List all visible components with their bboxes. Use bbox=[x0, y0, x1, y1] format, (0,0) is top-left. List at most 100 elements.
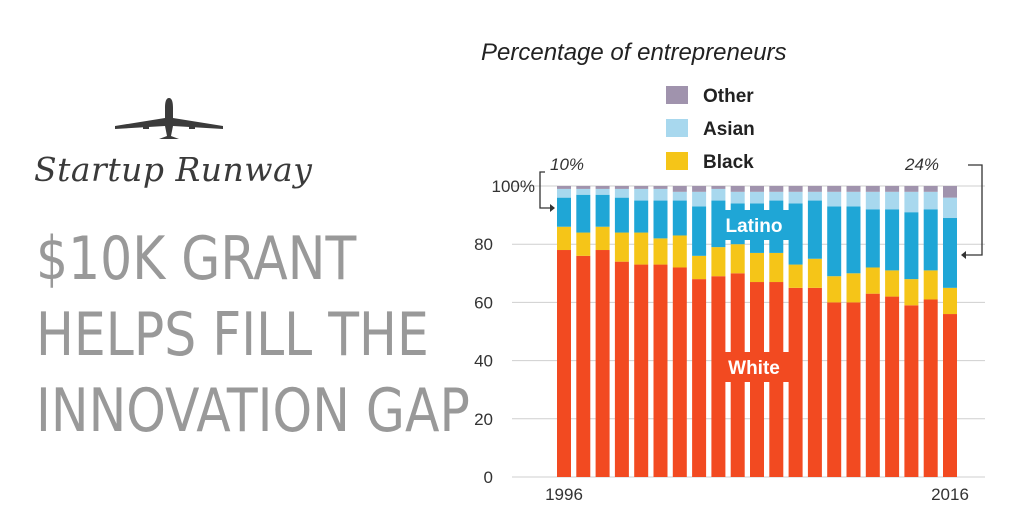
bar-segment-asian bbox=[634, 188, 649, 201]
bar-segment-white bbox=[827, 302, 842, 477]
bar-segment-asian bbox=[865, 191, 880, 210]
bar-segment-white bbox=[904, 305, 919, 477]
y-tick-label: 100% bbox=[492, 177, 535, 196]
chart-title: Percentage of entrepreneurs bbox=[481, 39, 787, 66]
annotation-end-bracket bbox=[966, 164, 983, 256]
bar-segment-asian bbox=[904, 191, 919, 213]
bar-segment-white bbox=[788, 287, 803, 477]
bar-segment-other bbox=[730, 186, 745, 192]
legend-swatch-other bbox=[666, 86, 688, 104]
bar-segment-black bbox=[634, 232, 649, 265]
bar-segment-other bbox=[769, 186, 784, 192]
y-tick-label: 20 bbox=[474, 410, 493, 429]
bar-segment-other bbox=[595, 186, 610, 189]
bar-segment-black bbox=[769, 252, 784, 283]
bar-segment-black bbox=[672, 235, 687, 268]
annotation-start-arrow bbox=[550, 204, 555, 212]
y-tick-label: 80 bbox=[474, 235, 493, 254]
bar-segment-other bbox=[692, 186, 707, 192]
bar-segment-white bbox=[692, 279, 707, 477]
bar-segment-asian bbox=[730, 191, 745, 204]
bar-segment-other bbox=[788, 186, 803, 192]
bar-segment-asian bbox=[711, 188, 726, 201]
bar-segment-latino bbox=[595, 194, 610, 227]
bar-segment-black bbox=[692, 255, 707, 280]
bar-segment-asian bbox=[769, 191, 784, 201]
white-label: White bbox=[728, 358, 780, 379]
bar-segment-white bbox=[923, 299, 938, 477]
bar-segment-black bbox=[750, 252, 764, 283]
bar-segment-other bbox=[923, 186, 938, 192]
bar-segment-asian bbox=[943, 197, 957, 219]
bar-segment-black bbox=[557, 226, 571, 251]
bar-segment-black bbox=[827, 276, 842, 303]
bar-segment-latino bbox=[692, 206, 707, 256]
bar-segment-other bbox=[943, 186, 957, 198]
bar-segment-latino bbox=[943, 218, 957, 288]
bar-segment-asian bbox=[923, 191, 938, 210]
bar-segment-other bbox=[904, 186, 919, 192]
bar-segment-white bbox=[885, 296, 900, 477]
bar-segment-black bbox=[865, 267, 880, 294]
y-tick-label: 40 bbox=[474, 352, 493, 371]
bar-segment-latino bbox=[865, 209, 880, 268]
latino-label-bg bbox=[712, 210, 796, 240]
bar-segment-other bbox=[865, 186, 880, 192]
bar-segment-other bbox=[827, 186, 842, 192]
bar-segment-asian bbox=[595, 188, 610, 195]
bar-segment-asian bbox=[653, 188, 668, 201]
bar-segment-latino bbox=[904, 212, 919, 280]
bar-segment-black bbox=[885, 270, 900, 297]
bar-segment-latino bbox=[614, 197, 629, 233]
bar-segment-black bbox=[711, 247, 726, 277]
bar-segment-black bbox=[730, 244, 745, 274]
bar-segment-other bbox=[750, 186, 764, 192]
white-label-bg bbox=[712, 352, 796, 382]
y-tick-label: 60 bbox=[474, 293, 493, 312]
headline-line-2: HELPS FILL THE bbox=[36, 300, 429, 370]
legend-label-asian: Asian bbox=[703, 119, 755, 140]
bar-segment-other bbox=[653, 186, 668, 189]
bar-segment-latino bbox=[672, 200, 687, 236]
legend-label-other: Other bbox=[703, 86, 754, 107]
bar-segment-latino bbox=[885, 209, 900, 271]
bar-segment-black bbox=[788, 264, 803, 288]
bar-segment-white bbox=[557, 250, 571, 477]
bar-segment-black bbox=[943, 287, 957, 315]
bar-segment-asian bbox=[846, 191, 861, 207]
bar-segment-white bbox=[595, 250, 610, 477]
bar-segment-other bbox=[557, 186, 571, 189]
latino-label: Latino bbox=[726, 216, 783, 237]
bar-segment-asian bbox=[672, 191, 687, 201]
bar-segment-asian bbox=[788, 191, 803, 204]
bar-segment-white bbox=[672, 267, 687, 477]
bar-segment-latino bbox=[807, 200, 822, 259]
bar-segment-other bbox=[672, 186, 687, 192]
bar-segment-asian bbox=[614, 188, 629, 198]
legend-label-black: Black bbox=[703, 152, 754, 173]
bar-segment-white bbox=[653, 264, 668, 477]
bar-segment-white bbox=[807, 287, 822, 477]
bar-segment-white bbox=[576, 255, 591, 477]
bar-segment-other bbox=[711, 186, 726, 189]
annotation-start: 10% bbox=[550, 155, 584, 174]
bar-segment-other bbox=[846, 186, 861, 192]
bar-segment-white bbox=[943, 314, 957, 477]
annotation-end-arrow bbox=[961, 251, 966, 259]
bar-segment-latino bbox=[827, 206, 842, 277]
bar-segment-latino bbox=[576, 194, 591, 233]
headline-line-1: $10K GRANT bbox=[36, 224, 357, 294]
bar-segment-black bbox=[614, 232, 629, 262]
bar-segment-asian bbox=[576, 188, 591, 195]
annotation-start-bracket bbox=[539, 171, 550, 209]
left-panel: Startup Runway $10K GRANT HELPS FILL THE… bbox=[0, 0, 470, 512]
bar-segment-asian bbox=[885, 191, 900, 210]
bar-segment-black bbox=[923, 270, 938, 300]
bar-segment-white bbox=[865, 293, 880, 477]
bar-segment-black bbox=[595, 226, 610, 251]
bar-segment-white bbox=[614, 261, 629, 477]
bar-segment-white bbox=[846, 302, 861, 477]
bar-segment-latino bbox=[846, 206, 861, 274]
bar-segment-asian bbox=[557, 188, 571, 198]
